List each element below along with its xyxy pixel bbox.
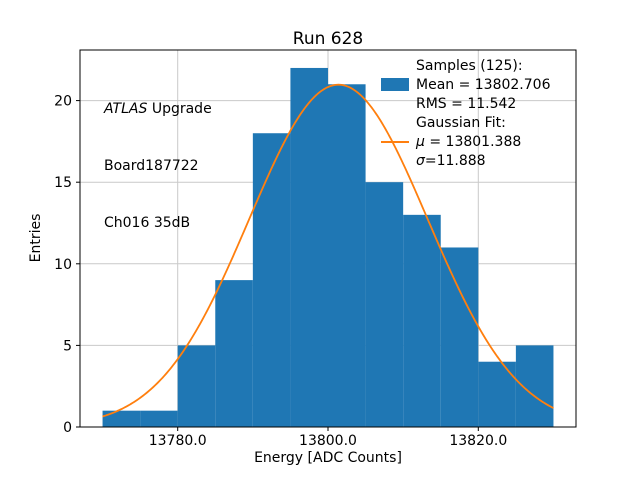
sigma-value: =11.888 [424, 152, 486, 169]
chart-title: Run 628 [292, 29, 364, 49]
mu-value: = 13801.388 [424, 133, 522, 150]
histogram-bar [478, 361, 516, 427]
legend-sigma-label: σ=11.888 [416, 153, 486, 169]
y-axis-label: Entries [28, 213, 44, 263]
histogram-bar [252, 133, 291, 428]
legend: Samples (125): Mean = 13802.706 RMS = 11… [381, 56, 550, 170]
legend-mean-label: Mean = 13802.706 [416, 76, 551, 93]
x-tick-label: 13800.0 [299, 433, 357, 449]
histogram-bar [102, 410, 141, 427]
legend-row: σ=11.888 [381, 151, 550, 170]
x-axis-label: Energy [ADC Counts] [254, 450, 402, 466]
y-tick-label: 0 [63, 420, 72, 436]
histogram-bar [177, 345, 216, 427]
x-tick-label: 13820.0 [449, 433, 507, 449]
y-tick-label: 10 [54, 257, 72, 273]
fit-line-legend-swatch [381, 140, 409, 143]
legend-row: Gaussian Fit: [381, 113, 550, 132]
legend-row: Mean = 13802.706 [381, 75, 550, 94]
y-tick-label: 15 [54, 175, 72, 191]
histogram-bar [365, 182, 404, 427]
histogram-bar [328, 84, 366, 428]
legend-fit-header: Gaussian Fit: [416, 114, 506, 131]
annotation-line-2: Board187722 [104, 158, 199, 174]
histogram-bar [140, 410, 178, 427]
gaussian-fit-curve [102, 83, 554, 418]
histogram-bar [403, 214, 441, 427]
annotation-atlas-italic: ATLAS [104, 101, 148, 117]
x-tick-label: 13780.0 [149, 433, 207, 449]
annotation-upgrade-text: Upgrade [147, 101, 212, 117]
legend-row: Samples (125): [381, 56, 550, 75]
legend-mu-label: μ = 13801.388 [416, 134, 521, 150]
legend-row: μ = 13801.388 [381, 132, 550, 151]
histogram-legend-patch [381, 78, 409, 91]
histogram-bar [290, 67, 328, 427]
legend-samples-header: Samples (125): [416, 57, 523, 74]
y-tick-label: 20 [54, 94, 72, 110]
histogram-bar [215, 280, 253, 427]
annotation-line-3: Ch016 35dB [104, 215, 191, 231]
fit-line-legend-line [381, 140, 409, 143]
y-tick-label: 5 [63, 338, 72, 354]
sigma-symbol: σ [416, 152, 425, 169]
annotation-line-1: ATLAS Upgrade [104, 100, 212, 119]
legend-row: RMS = 11.542 [381, 94, 550, 113]
histogram-bar [440, 247, 479, 427]
annotation: ATLAS Upgrade Board187722 Ch016 35dB [104, 62, 212, 271]
legend-rms-label: RMS = 11.542 [416, 95, 517, 112]
mu-symbol: μ [416, 133, 425, 150]
